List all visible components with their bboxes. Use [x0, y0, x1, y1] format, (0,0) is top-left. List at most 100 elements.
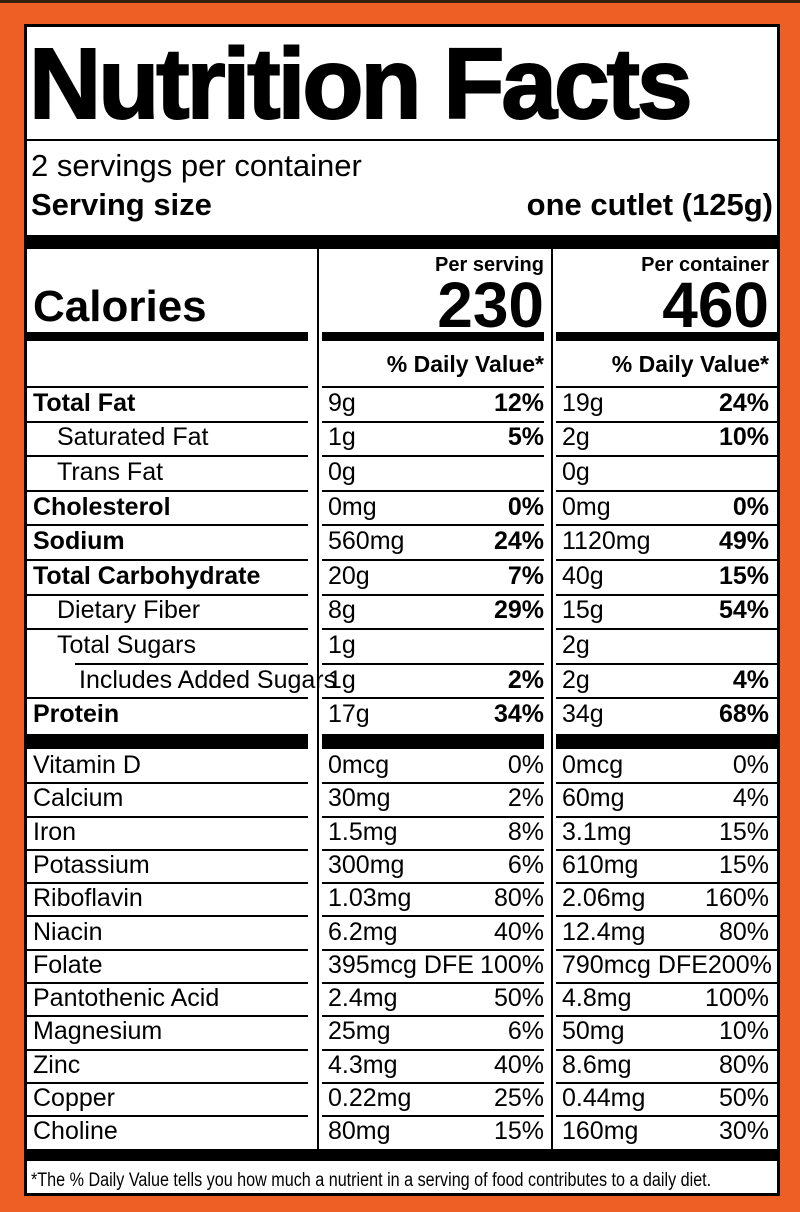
container-amount: 12.4mg — [562, 917, 646, 946]
per-serving-cell: 1g 5% — [318, 420, 552, 456]
serving-amount: 4.3mg — [328, 1050, 398, 1079]
per-container-cell: 610mg 15% — [552, 848, 777, 882]
servings-per-container: 2 servings per container — [31, 148, 362, 183]
container-dv: 10% — [718, 1017, 769, 1046]
per-serving-header-cell: Per serving — [318, 249, 552, 279]
calories-per-container-cell: 460 — [552, 269, 777, 341]
serving-dv: 50% — [493, 984, 544, 1013]
nutrient-row: Cholesterol 0mg 0% 0mg 0% — [27, 489, 777, 525]
serving-amount: 1.03mg — [328, 884, 412, 913]
nutrient-row: Sodium 560mg 24% 1120mg 49% — [27, 524, 777, 559]
container-amount: 0g — [562, 457, 590, 486]
nutrient-name: Folate — [33, 950, 103, 979]
container-dv: 49% — [718, 527, 769, 556]
per-serving-cell: 30mg 2% — [318, 782, 552, 815]
per-container-cell: 0g — [552, 455, 777, 490]
calories-per-container-value: 460 — [662, 269, 769, 341]
serving-dv: 40% — [493, 917, 544, 946]
serving-amount: 0mcg — [328, 751, 390, 780]
container-dv: 0% — [732, 751, 769, 780]
bar-segment — [27, 733, 308, 749]
daily-value-header-serving-cell: % Daily Value* — [318, 342, 552, 386]
nutrient-row: Potassium 300mg 6% 610mg 15% — [27, 848, 777, 882]
per-container-header: Per container — [641, 254, 769, 276]
per-serving-cell: 0mcg 0% — [318, 749, 552, 782]
per-container-cell: 15g 54% — [552, 593, 777, 629]
container-amount: 2.06mg — [562, 884, 646, 913]
serving-dv: 8% — [507, 817, 544, 846]
container-dv: 4% — [732, 784, 769, 813]
serving-dv: 2% — [507, 784, 544, 813]
column-header-row: Per serving Per container — [27, 249, 777, 279]
nutrient-name: Zinc — [33, 1050, 81, 1079]
per-serving-cell: 0.22mg 25% — [318, 1081, 552, 1115]
nutrient-label-cell: Folate — [27, 948, 318, 982]
column-divider-2 — [551, 249, 553, 1149]
nutrient-label-cell: Includes Added Sugars — [27, 662, 336, 698]
header-divider — [27, 139, 777, 141]
per-serving-cell: 9g 12% — [318, 386, 552, 421]
nutrient-label-cell: Magnesium — [27, 1015, 318, 1048]
nutrient-name: Vitamin D — [33, 751, 141, 780]
label-title: Nutrition Facts — [28, 28, 694, 140]
per-container-cell: 40g 15% — [552, 558, 777, 594]
nutrient-label-cell: Trans Fat — [27, 455, 318, 490]
container-amount: 3.1mg — [562, 817, 632, 846]
daily-value-header-container: % Daily Value* — [611, 350, 769, 377]
serving-dv: 6% — [507, 850, 544, 879]
serving-amount: 0mg — [328, 492, 377, 521]
per-container-cell: 0.44mg 50% — [552, 1081, 777, 1115]
nutrient-label-cell: Choline — [27, 1115, 318, 1148]
serving-amount: 395mcg DFE — [328, 950, 474, 979]
serving-amount: 2.4mg — [328, 984, 398, 1013]
nutrient-label-cell: Potassium — [27, 848, 318, 882]
nutrient-label-cell: Iron — [27, 815, 318, 849]
container-amount: 1120mg — [562, 527, 651, 556]
calories-label-cell: Calories — [27, 279, 318, 331]
container-amount: 2g — [562, 423, 590, 452]
nutrient-label-cell: Total Carbohydrate — [27, 558, 318, 594]
nutrient-name: Niacin — [33, 917, 103, 946]
container-dv: 24% — [718, 388, 769, 417]
nutrition-table: Per serving Per container Calories 230 4… — [27, 249, 777, 1149]
serving-amount: 9g — [328, 388, 356, 417]
per-container-cell: 160mg 30% — [552, 1115, 777, 1148]
column-header-spacer — [27, 249, 318, 279]
macronutrient-rows: Total Fat 9g 12% 19g 24% Saturated Fat 1g 5% 2g 1… — [27, 386, 777, 732]
bar-segment — [322, 733, 544, 749]
container-dv: 0% — [732, 492, 769, 521]
footnote-line-1: *The % Daily Value tells you how much a … — [31, 1169, 712, 1191]
nutrient-label-cell: Pantothenic Acid — [27, 982, 318, 1015]
nutrient-name: Magnesium — [33, 1017, 163, 1046]
per-serving-cell: 0g — [318, 455, 552, 490]
bar-segment — [556, 332, 777, 341]
serving-amount: 30mg — [328, 784, 391, 813]
serving-size-row: Serving size one cutlet (125g) — [27, 184, 777, 223]
per-container-cell: 3.1mg 15% — [552, 815, 777, 849]
container-dv: 54% — [718, 596, 769, 625]
container-amount: 19g — [562, 388, 604, 417]
nutrient-row: Total Sugars 1g 2g — [27, 628, 777, 663]
nutrient-name: Dietary Fiber — [57, 596, 201, 625]
nutrient-row: Magnesium 25mg 6% 50mg 10% — [27, 1015, 777, 1048]
serving-amount: 80mg — [328, 1117, 391, 1146]
container-dv: 68% — [718, 700, 769, 729]
nutrient-name: Choline — [33, 1117, 118, 1146]
nutrient-row: Choline 80mg 15% 160mg 30% — [27, 1115, 777, 1148]
nutrient-row: Includes Added Sugars 1g 2% 2g 4% — [27, 662, 777, 698]
per-serving-cell: 560mg 24% — [318, 524, 552, 559]
nutrient-label-cell: Calcium — [27, 782, 318, 815]
container-amount: 0mg — [562, 492, 611, 521]
serving-amount: 8g — [328, 596, 356, 625]
calories-label: Calories — [33, 282, 207, 331]
container-dv: 4% — [732, 665, 769, 694]
serving-dv: 5% — [507, 423, 544, 452]
container-amount: 2g — [562, 630, 590, 659]
container-dv: 160% — [705, 884, 769, 913]
container-amount: 34g — [562, 700, 604, 729]
container-amount: 0.44mg — [562, 1084, 646, 1113]
per-container-cell: 50mg 10% — [552, 1015, 777, 1048]
nutrient-label-cell: Zinc — [27, 1048, 318, 1082]
section-bar-top — [27, 235, 777, 249]
